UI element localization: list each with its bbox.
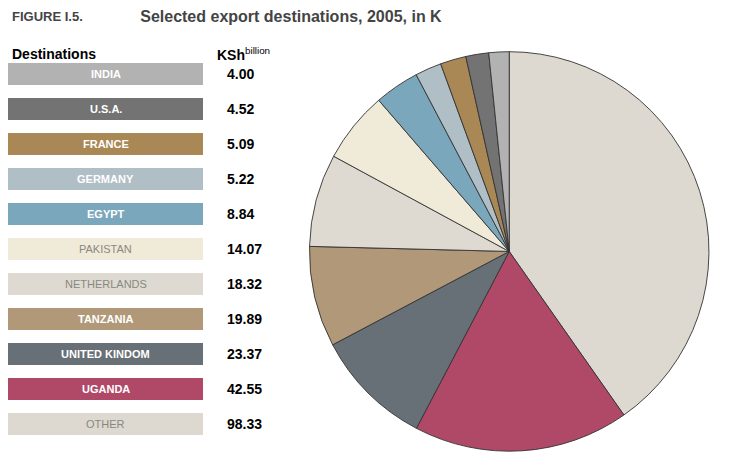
svg-text:8.84: 8.84	[227, 206, 254, 222]
svg-text:EGYPT: EGYPT	[87, 208, 125, 220]
svg-text:GERMANY: GERMANY	[77, 173, 134, 185]
svg-text:4.52: 4.52	[227, 101, 254, 117]
svg-text:42.55: 42.55	[227, 381, 262, 397]
svg-text:18.32: 18.32	[227, 276, 262, 292]
svg-text:14.07: 14.07	[227, 241, 262, 257]
svg-text:FRANCE: FRANCE	[83, 138, 129, 150]
svg-text:UNITED KINDOM: UNITED KINDOM	[61, 348, 150, 360]
svg-text:FIGURE I.5.: FIGURE I.5.	[12, 9, 83, 24]
svg-text:UGANDA: UGANDA	[82, 383, 130, 395]
svg-text:Selected export destinations,: Selected export destinations, 2005, in K	[140, 8, 442, 25]
svg-text:23.37: 23.37	[227, 346, 262, 362]
svg-text:19.89: 19.89	[227, 311, 262, 327]
svg-text:Destinations: Destinations	[12, 46, 96, 62]
svg-text:98.33: 98.33	[227, 416, 262, 432]
svg-text:5.22: 5.22	[227, 171, 254, 187]
svg-text:5.09: 5.09	[227, 136, 254, 152]
svg-text:PAKISTAN: PAKISTAN	[79, 243, 132, 255]
svg-text:INDIA: INDIA	[91, 68, 121, 80]
svg-text:NETHERLANDS: NETHERLANDS	[65, 278, 147, 290]
svg-text:4.00: 4.00	[227, 66, 254, 82]
svg-text:KSh​billion​: KSh​billion​	[217, 45, 270, 63]
svg-text:TANZANIA: TANZANIA	[78, 313, 133, 325]
svg-text:OTHER: OTHER	[86, 418, 125, 430]
svg-text:U.S.A.: U.S.A.	[90, 103, 122, 115]
